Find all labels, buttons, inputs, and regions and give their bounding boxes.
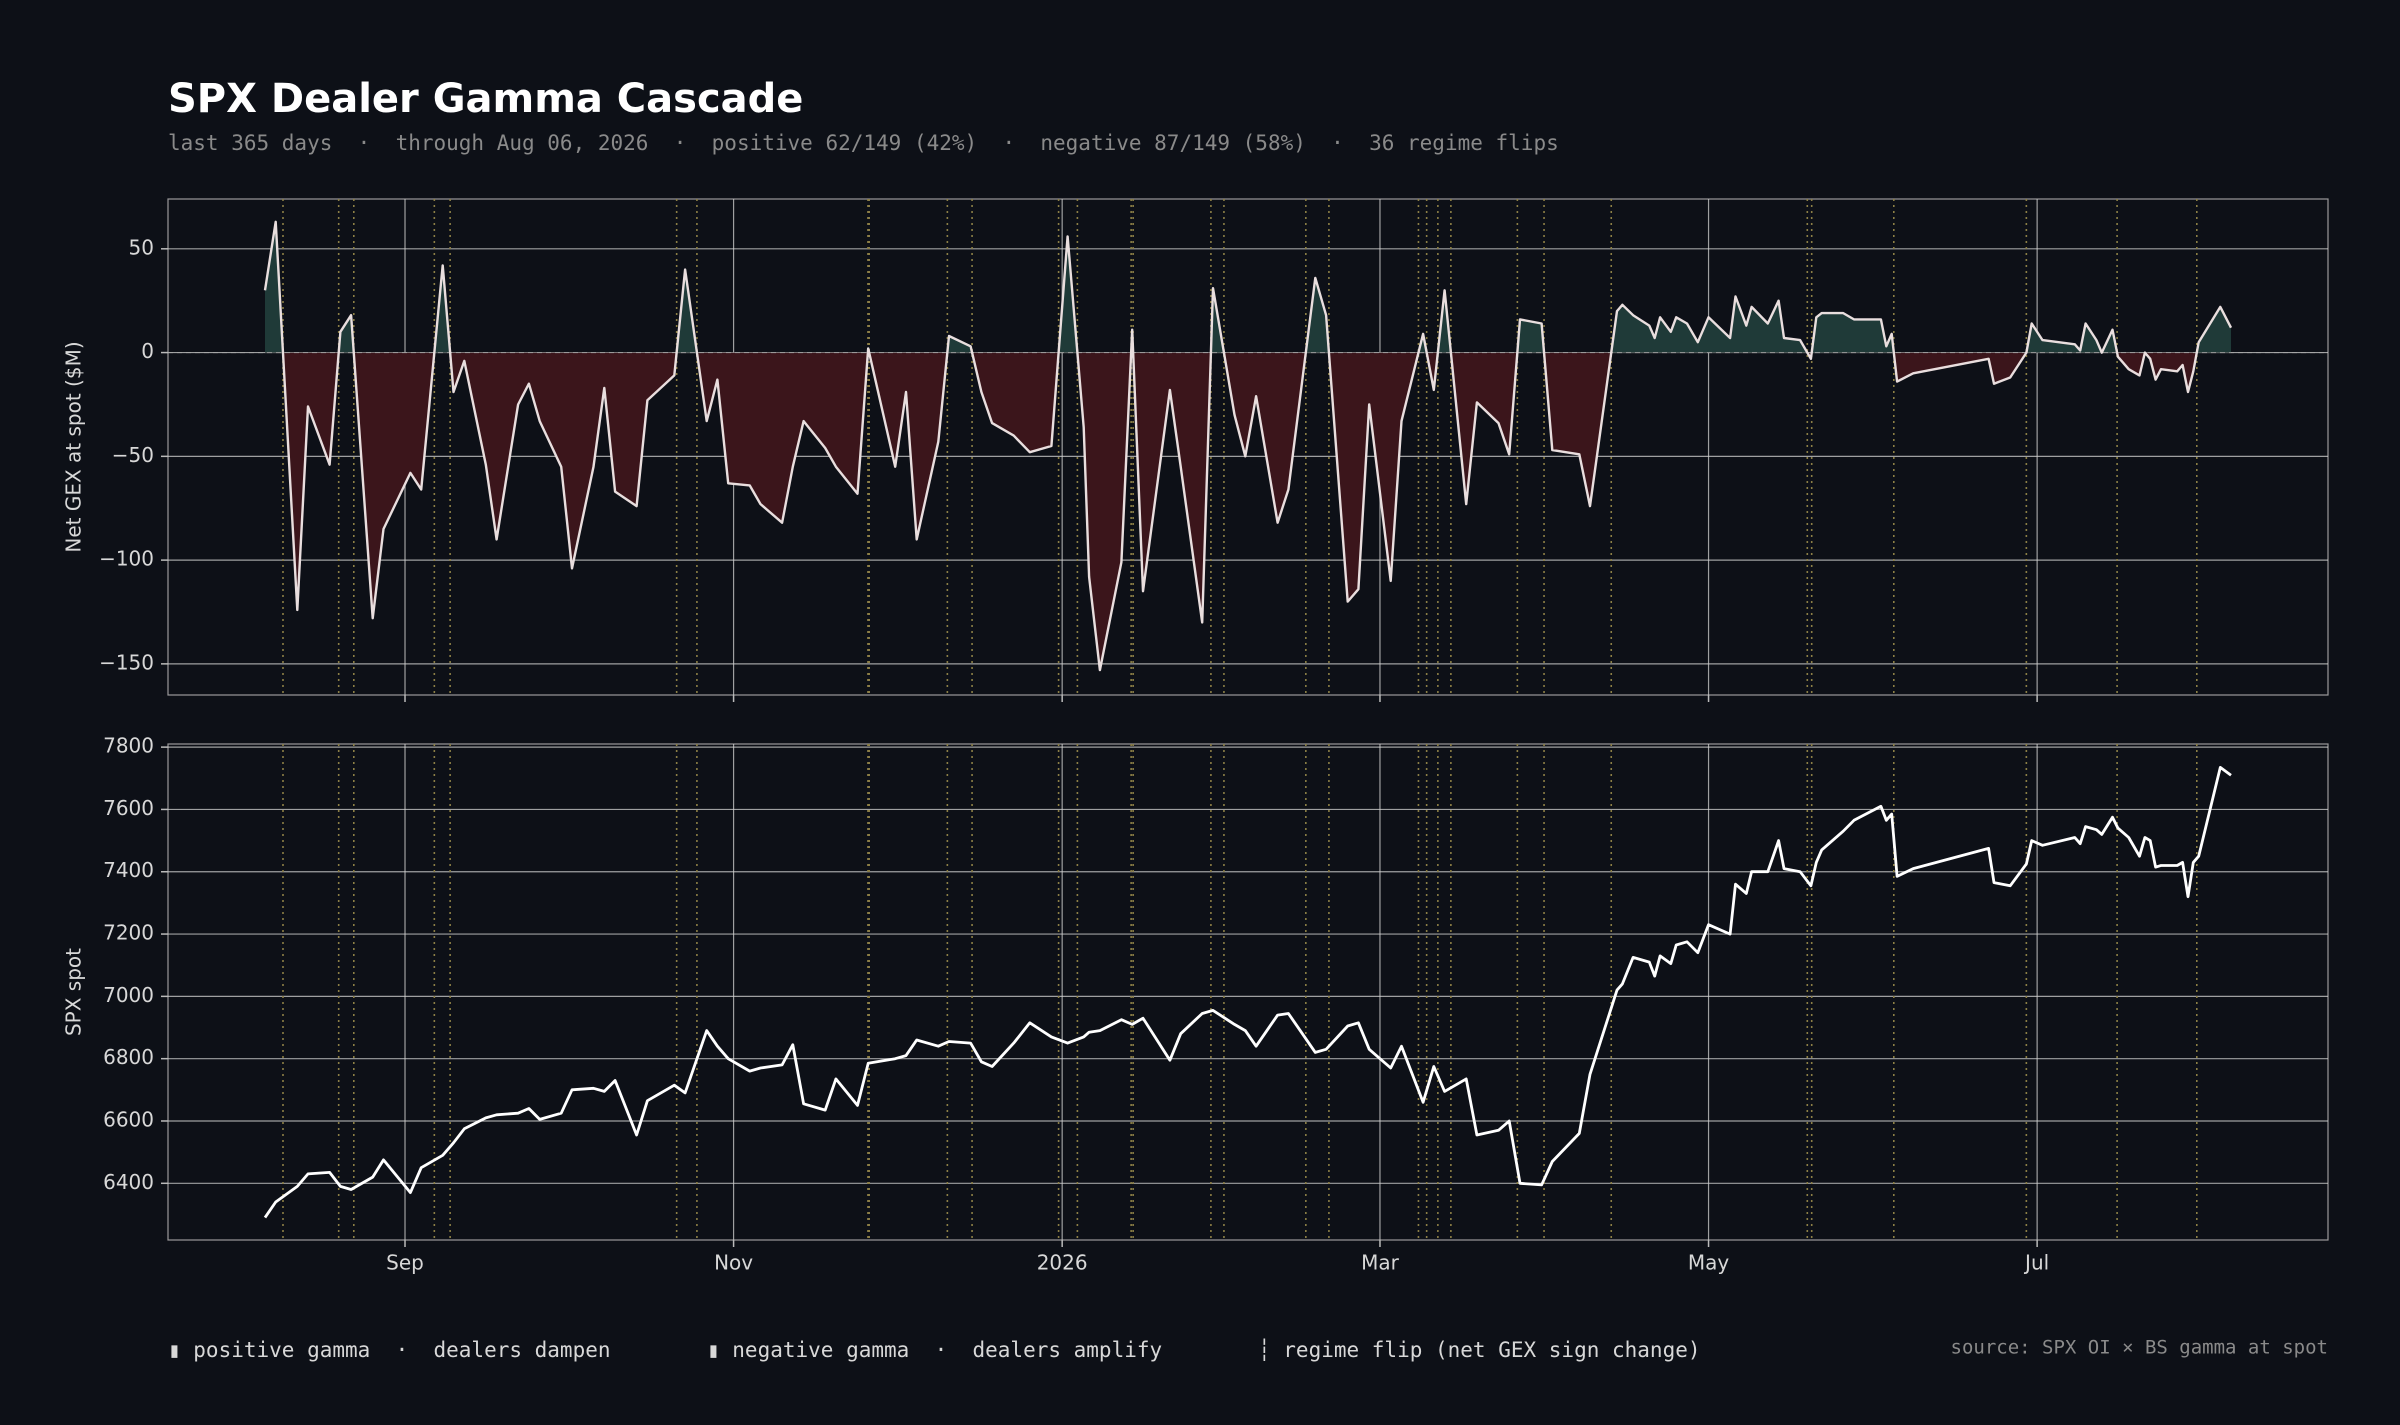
x-tick-label: Mar bbox=[1361, 1251, 1400, 1275]
legend-entry: ┆ regime flip (net GEX sign change) bbox=[1258, 1338, 1701, 1362]
y-tick-label: 6800 bbox=[103, 1045, 154, 1069]
y-tick-label: 50 bbox=[129, 235, 154, 259]
legend-entry: ▮ positive gamma · dealers dampen bbox=[168, 1338, 611, 1362]
x-tick-label: May bbox=[1688, 1251, 1730, 1275]
plot-frame bbox=[167, 198, 2329, 696]
y-axis-label: Net GEX at spot ($M) bbox=[62, 341, 86, 552]
title: SPX Dealer Gamma Cascade bbox=[168, 76, 803, 122]
y-tick-label: 7000 bbox=[103, 983, 154, 1007]
legend-entry: ▮ negative gamma · dealers amplify bbox=[707, 1338, 1162, 1362]
positive-gamma-area bbox=[265, 221, 2231, 353]
y-tick-label: 7200 bbox=[103, 921, 154, 945]
x-tick-label: 2026 bbox=[1037, 1251, 1088, 1275]
y-tick-label: 7800 bbox=[103, 734, 154, 758]
y-tick-label: 7400 bbox=[103, 858, 154, 882]
x-tick-label: Nov bbox=[714, 1251, 753, 1275]
gex-line bbox=[263, 220, 2233, 672]
y-tick-label: −100 bbox=[99, 547, 154, 571]
source-note: source: SPX OI × BS gamma at spot bbox=[1951, 1337, 2329, 1359]
y-tick-label: 0 bbox=[141, 339, 154, 363]
y-tick-label: 7600 bbox=[103, 796, 154, 820]
y-tick-label: −150 bbox=[99, 650, 154, 674]
spot-line bbox=[263, 766, 2232, 1219]
subtitle: last 365 days · through Aug 06, 2026 · p… bbox=[168, 131, 1559, 155]
x-tick-label: Sep bbox=[386, 1251, 424, 1275]
y-tick-label: 6600 bbox=[103, 1107, 154, 1131]
plot-frame bbox=[167, 743, 2329, 1241]
y-tick-label: 6400 bbox=[103, 1170, 154, 1194]
y-axis-label: SPX spot bbox=[62, 948, 86, 1036]
negative-gamma-area bbox=[282, 352, 2197, 671]
x-tick-label: Jul bbox=[2023, 1251, 2049, 1275]
y-tick-label: −50 bbox=[112, 443, 154, 467]
